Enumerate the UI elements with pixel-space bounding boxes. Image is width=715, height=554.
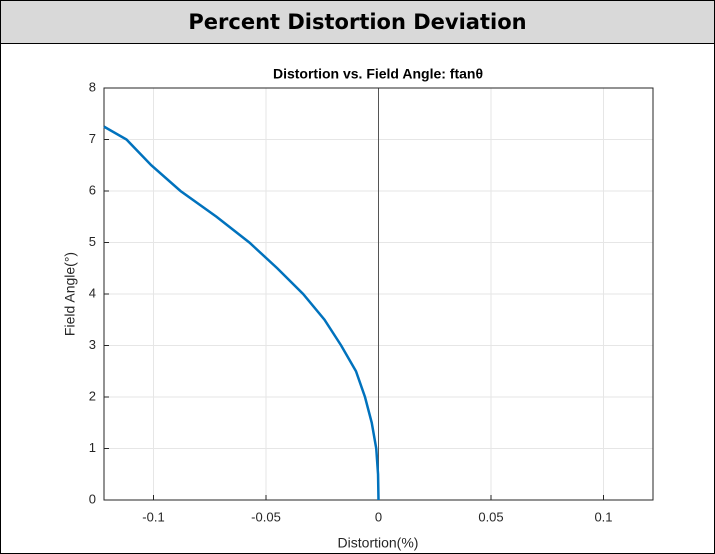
y-tick-label: 8	[89, 79, 96, 94]
x-tick-label: 0.05	[478, 509, 503, 524]
y-tick-label: 1	[89, 440, 96, 455]
y-tick-label: 3	[89, 337, 96, 352]
x-tick-label: -0.1	[142, 509, 164, 524]
y-axis-label: Field Angle(°)	[62, 252, 78, 336]
chart: Distortion vs. Field Angle: ftanθ Distor…	[62, 66, 654, 551]
y-tick-label: 5	[89, 234, 96, 249]
x-tick-label: 0.1	[594, 509, 612, 524]
panel-header: Percent Distortion Deviation	[1, 1, 714, 44]
y-tick-label: 2	[89, 388, 96, 403]
y-tick-label: 4	[89, 285, 96, 300]
y-tick-label: 6	[89, 182, 96, 197]
x-tick-label: 0	[375, 509, 382, 524]
y-tick-label: 7	[89, 131, 96, 146]
chart-title: Distortion vs. Field Angle: ftanθ	[273, 66, 483, 82]
x-tick-label: -0.05	[251, 509, 281, 524]
x-axis-label: Distortion(%)	[338, 535, 419, 551]
data-line	[103, 125, 380, 501]
y-tick-label: 0	[89, 491, 96, 506]
